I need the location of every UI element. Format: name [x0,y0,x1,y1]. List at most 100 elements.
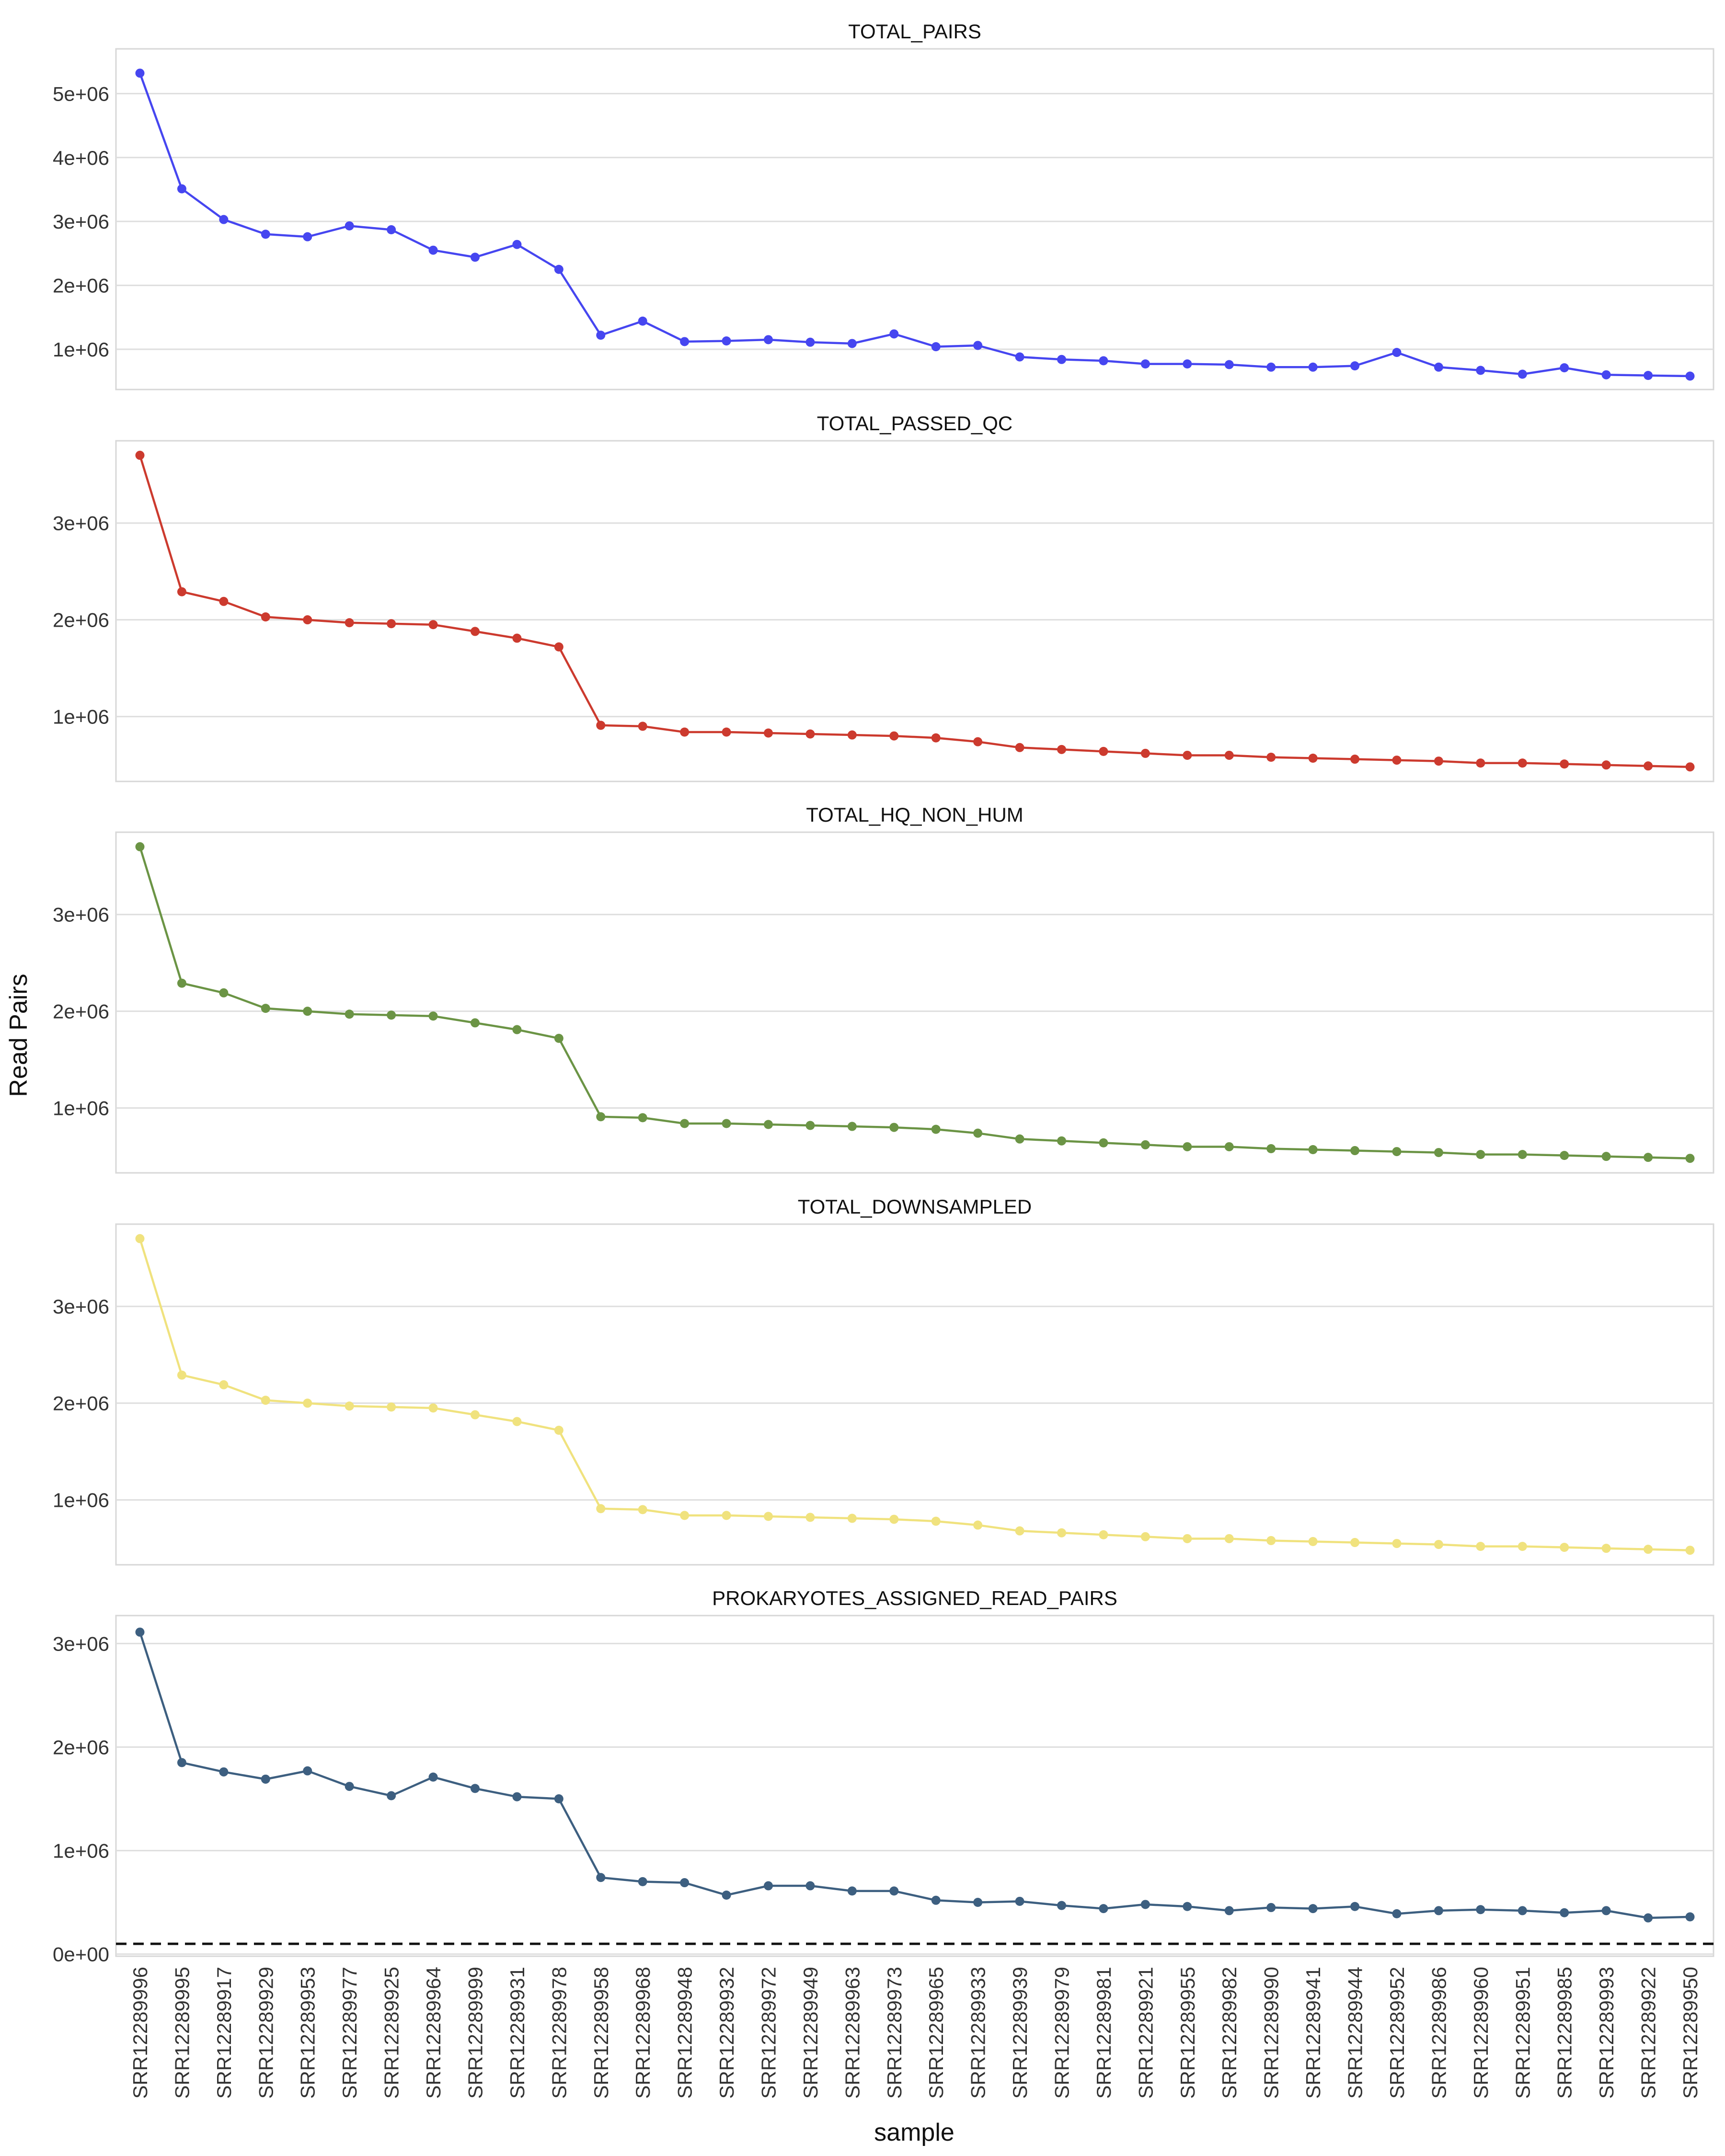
data-point [303,232,312,241]
data-point [1057,745,1067,754]
data-point [1350,1146,1360,1156]
data-point [1350,755,1360,764]
data-point [1140,1900,1150,1909]
data-point [135,1628,145,1637]
data-point [1057,1901,1067,1910]
data-point [1518,758,1527,768]
x-tick-label: SRR12289939 [1009,1967,1031,2099]
data-point [1518,1542,1527,1551]
data-point [1476,366,1485,375]
data-point [428,620,438,630]
x-tick-label: SRR12289981 [1092,1967,1115,2099]
data-point [1099,356,1108,366]
x-tick-label: SRR12289986 [1427,1967,1450,2099]
data-point [1308,1145,1318,1155]
data-point [722,1511,731,1520]
data-point [387,1010,396,1020]
data-point [973,1520,983,1530]
data-point [1266,1144,1276,1154]
data-point [512,1025,522,1034]
x-tick-label: SRR12289921 [1134,1967,1157,2099]
data-point [1601,1152,1611,1161]
data-point [763,728,773,738]
data-point [1476,1905,1485,1915]
data-point [931,1516,941,1526]
data-point [1140,748,1150,758]
data-point [805,1513,815,1522]
x-tick-label: SRR12289977 [338,1967,361,2099]
panel-frame [115,831,1714,1174]
x-tick-label: SRR12289965 [925,1967,947,2099]
x-tick-label: SRR12289995 [171,1967,193,2099]
data-point [1224,1534,1234,1543]
data-point [847,1122,857,1131]
y-tick-label: 2e+06 [53,1392,109,1415]
x-tick-label: SRR12289917 [213,1967,235,2099]
y-tick-label: 3e+06 [53,1296,109,1318]
data-point [763,335,773,344]
y-tick-label: 5e+06 [53,82,109,105]
data-point [1183,1534,1192,1543]
data-point [1560,363,1569,373]
x-tick-label: SRR12289950 [1679,1967,1702,2099]
x-tick-label: SRR12289964 [422,1967,445,2099]
data-point [889,1886,899,1896]
data-point [1560,1543,1569,1552]
data-point [931,342,941,352]
series-line [138,1238,1690,1551]
data-point [1434,1148,1443,1158]
data-point [1099,1530,1108,1539]
x-tick-label: SRR12289963 [841,1967,863,2099]
data-point [931,1895,941,1905]
x-tick-label: SRR12289968 [632,1967,654,2099]
data-point [261,1396,270,1405]
data-point [1644,1153,1653,1162]
y-axis-label: Read Pairs [5,974,33,1097]
data-point [596,331,606,340]
data-point [763,1120,773,1129]
data-point [261,229,270,239]
data-point [1183,750,1192,760]
x-tick-label: SRR12289933 [967,1967,989,2099]
data-point [512,240,522,249]
data-point [261,1004,270,1013]
panel-frame [115,48,1714,390]
data-point [1392,348,1402,357]
x-tick-label: SRR12289932 [715,1967,738,2099]
data-point [345,618,354,628]
x-tick-label: SRR12289996 [129,1967,151,2099]
x-tick-label: SRR12289982 [1218,1967,1241,2099]
data-point [470,1784,480,1793]
data-point [1099,746,1108,756]
data-point [470,1410,480,1420]
x-tick-label: SRR12289960 [1470,1967,1492,2099]
x-tick-label: SRR12289973 [883,1967,906,2099]
data-point [1560,1151,1569,1160]
data-point [1601,1906,1611,1915]
data-point [1518,369,1527,379]
x-tick-label: SRR12289948 [674,1967,696,2099]
data-point [763,1881,773,1891]
x-tick-label: SRR12289941 [1302,1967,1324,2099]
y-tick-label: 1e+06 [53,706,109,728]
data-point [722,1890,731,1900]
x-tick-label: SRR12289972 [758,1967,780,2099]
y-tick-label: 4e+06 [53,147,109,169]
data-point [1140,1532,1150,1541]
data-point [1266,1903,1276,1912]
y-tick-label: 1e+06 [53,1489,109,1512]
data-point [1434,362,1443,372]
data-point [1183,1902,1192,1911]
data-point [1350,361,1360,371]
data-point [931,733,941,743]
x-tick-label: SRR12289951 [1511,1967,1534,2099]
data-point [135,450,145,460]
data-point [889,731,899,741]
data-point [219,215,229,224]
series-line [138,455,1690,768]
data-point [261,612,270,622]
panel: TOTAL_PASSED_QC 1e+06 2e+06 3e+06 [53,412,1714,782]
data-point [512,1417,522,1426]
data-point [973,1128,983,1138]
x-tick-label: SRR12289955 [1176,1967,1199,2099]
